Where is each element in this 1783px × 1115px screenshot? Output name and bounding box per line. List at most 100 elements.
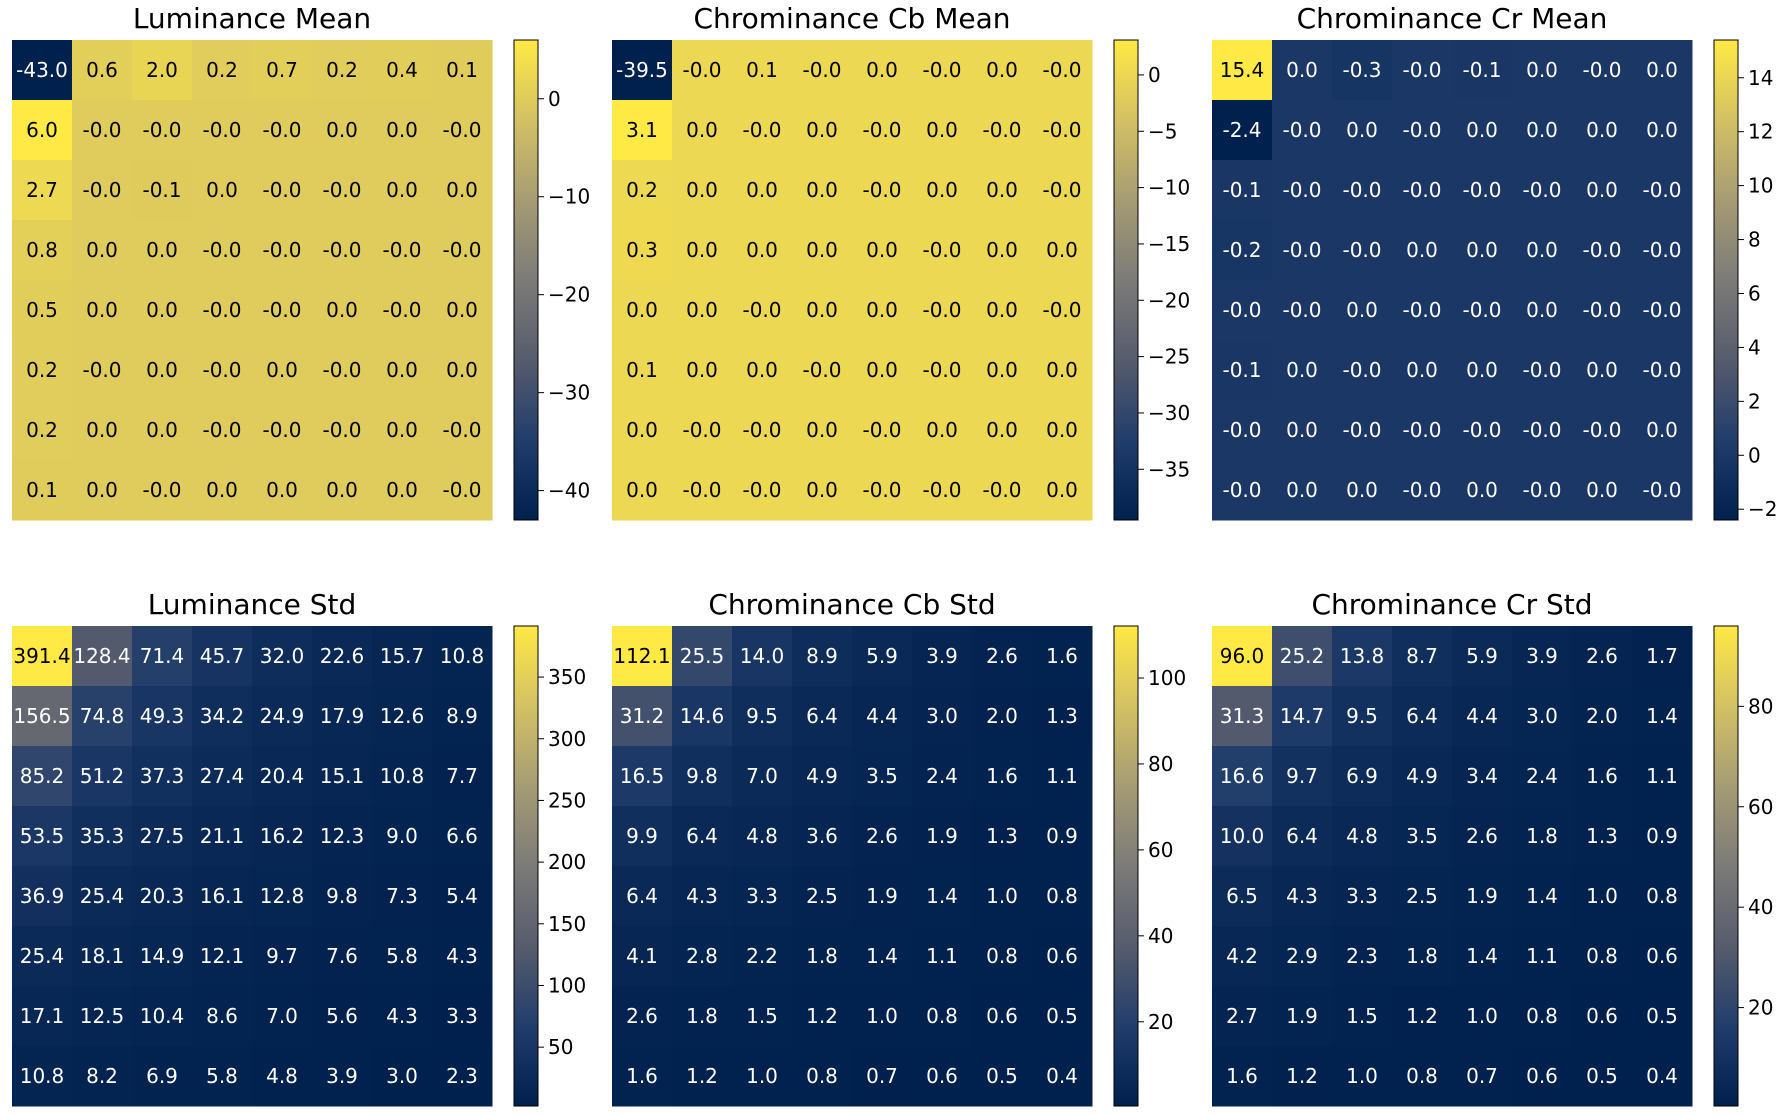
heatmap-cell [1272,926,1333,987]
heatmap-cell [1332,686,1393,747]
cell-value-label: 14.9 [140,944,185,968]
heatmap-cell [372,400,433,461]
heatmap-cell [912,686,973,747]
heatmap-cell [1392,926,1453,987]
heatmap-cell [1392,986,1453,1047]
cell-value-label: -0.0 [682,478,721,502]
cell-value-label: 0.0 [1346,478,1378,502]
cell-value-label: 1.3 [986,824,1018,848]
cell-value-label: 0.0 [1406,238,1438,262]
heatmap-cell [1332,1046,1393,1107]
heatmap-cell [312,866,373,927]
heatmap-cell [1332,160,1393,221]
heatmap-cell [432,100,493,161]
cell-value-label: 2.3 [1346,944,1378,968]
heatmap-cell [252,340,313,401]
cell-value-label: -0.0 [1522,418,1561,442]
cell-value-label: 3.3 [746,884,778,908]
heatmap-cell [1212,686,1273,747]
heatmap-cell [792,1046,853,1107]
heatmap-cell [1032,926,1093,987]
cell-value-label: 25.2 [1280,644,1325,668]
heatmap-cell [1452,160,1513,221]
cell-value-label: 8.6 [206,1004,238,1028]
heatmap-cell [672,926,733,987]
cell-value-label: 9.0 [386,824,418,848]
cell-value-label: 0.0 [986,358,1018,382]
heatmap-cell [192,220,253,281]
heatmap-cell [1632,280,1693,341]
cell-value-label: 0.0 [1646,118,1678,142]
cell-value-label: 0.0 [1286,478,1318,502]
heatmap-cell [1392,400,1453,461]
cell-value-label: 1.5 [1346,1004,1378,1028]
cell-value-label: 0.9 [1646,824,1678,848]
heatmap-cell [852,220,913,281]
cell-value-label: 1.8 [806,944,838,968]
cell-value-label: 128.4 [73,644,130,668]
cell-value-label: 71.4 [140,644,185,668]
heatmap-cell [372,926,433,987]
cell-value-label: 1.4 [866,944,898,968]
heatmap-cell [1272,686,1333,747]
heatmap-cell [1392,1046,1453,1107]
heatmap-cell [1032,806,1093,867]
heatmap-cell [732,280,793,341]
heatmap-cell [432,340,493,401]
heatmap-cell [852,340,913,401]
heatmap-cell [132,986,193,1047]
cell-value-label: -0.0 [202,358,241,382]
heatmap-cell [192,460,253,521]
colorbar [1113,625,1139,1107]
heatmap-cell [1272,866,1333,927]
heatmap-cell [1272,460,1333,521]
heatmap-cell [1392,460,1453,521]
heatmap-cell [972,220,1033,281]
cell-value-label: -0.3 [1342,58,1381,82]
heatmap-cell [1452,926,1513,987]
cell-value-label: 96.0 [1220,644,1265,668]
cell-value-label: 0.6 [86,58,118,82]
heatmap-cell [252,926,313,987]
cell-value-label: 4.8 [266,1064,298,1088]
cell-value-label: 10.8 [440,644,485,668]
cell-value-label: 37.3 [140,764,185,788]
heatmap-cell [72,866,133,927]
cell-value-label: 2.6 [866,824,898,848]
heatmap-cell [432,400,493,461]
cell-value-label: 17.1 [20,1004,65,1028]
cell-value-label: 0.0 [1526,58,1558,82]
cell-value-label: 0.7 [866,1064,898,1088]
heatmap-cell [132,220,193,281]
heatmap-cell [432,220,493,281]
heatmap-cell [1272,160,1333,221]
heatmap-cell [972,746,1033,807]
heatmap-cell [1212,926,1273,987]
cell-value-label: 0.2 [26,418,58,442]
heatmap-cell [732,40,793,101]
heatmap-cell [12,40,73,101]
cell-value-label: 1.5 [746,1004,778,1028]
cell-value-label: 53.5 [20,824,65,848]
cell-value-label: 5.9 [866,644,898,668]
heatmap-cell [1452,1046,1513,1107]
heatmap-cell [912,986,973,1047]
cell-value-label: -0.0 [1642,298,1681,322]
heatmap-cell [312,220,373,281]
heatmap-cell [1392,806,1453,867]
heatmap-cell [1572,866,1633,927]
heatmap-cell [1032,340,1093,401]
cell-value-label: 9.8 [686,764,718,788]
cell-value-label: 0.0 [806,478,838,502]
heatmap-cell [1212,806,1273,867]
cell-value-label: -0.0 [142,118,181,142]
chart-title: Chrominance Cr Mean [1297,2,1608,35]
heatmap-cell [1032,160,1093,221]
cell-value-label: 4.8 [1346,824,1378,848]
cell-value-label: -0.0 [82,118,121,142]
heatmap-cell [432,986,493,1047]
cell-value-label: 0.0 [206,478,238,502]
cell-value-label: 25.5 [680,644,725,668]
cell-value-label: -0.0 [322,238,361,262]
heatmap-cell [1572,340,1633,401]
